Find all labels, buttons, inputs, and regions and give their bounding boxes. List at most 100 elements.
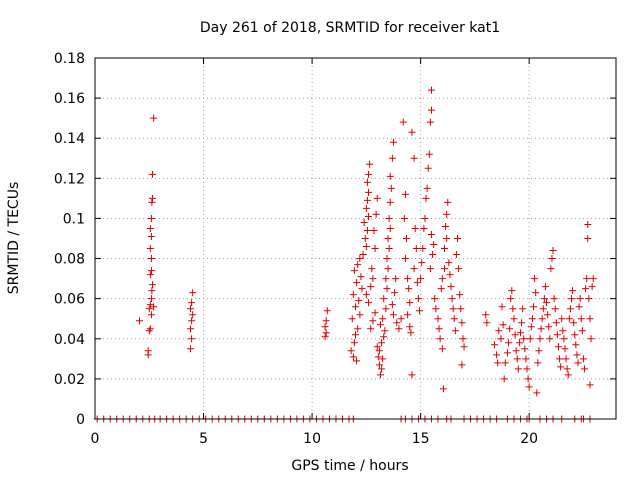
data-point <box>381 327 389 335</box>
data-point <box>460 343 468 351</box>
data-point <box>147 267 155 275</box>
data-point <box>146 245 154 253</box>
data-point <box>450 315 458 323</box>
data-point <box>188 299 196 307</box>
data-point <box>424 164 432 172</box>
data-point <box>147 232 155 240</box>
data-point <box>321 333 329 341</box>
data-point <box>435 325 443 333</box>
data-point <box>149 170 157 178</box>
data-point <box>363 178 371 186</box>
data-point <box>448 295 456 303</box>
data-point <box>386 224 394 232</box>
data-point <box>531 275 539 283</box>
data-point <box>410 154 418 162</box>
data-point <box>547 265 555 273</box>
data-point <box>525 383 533 391</box>
data-point <box>367 283 375 291</box>
data-point <box>459 335 467 343</box>
data-point <box>353 279 361 287</box>
data-point <box>420 224 428 232</box>
data-point <box>149 194 157 202</box>
data-point <box>583 275 591 283</box>
data-point <box>382 305 390 313</box>
data-point <box>483 319 491 327</box>
data-point <box>553 331 561 339</box>
data-point <box>574 359 582 367</box>
data-point <box>376 321 384 329</box>
data-point <box>393 319 401 327</box>
data-point <box>513 355 521 363</box>
data-point <box>510 315 518 323</box>
data-point <box>410 265 418 273</box>
data-point <box>455 265 463 273</box>
data-point <box>549 247 557 255</box>
data-point <box>356 255 364 263</box>
data-point <box>516 329 524 337</box>
data-point <box>554 343 562 351</box>
data-point <box>441 265 449 273</box>
data-point <box>503 349 511 357</box>
data-point <box>451 327 459 335</box>
data-point <box>406 323 414 331</box>
data-point <box>411 224 419 232</box>
data-point <box>385 214 393 222</box>
data-point <box>322 317 330 325</box>
data-point <box>376 371 384 379</box>
data-point <box>500 375 508 383</box>
data-point <box>441 245 449 253</box>
data-point <box>539 305 547 313</box>
data-point <box>391 289 399 297</box>
data-point <box>445 259 453 267</box>
data-point <box>408 128 416 136</box>
data-point <box>456 291 464 299</box>
data-point <box>136 317 144 325</box>
data-point <box>482 311 490 319</box>
data-point <box>147 311 155 319</box>
data-point <box>367 325 375 333</box>
data-point <box>569 287 577 295</box>
y-tick-label: 0.08 <box>54 252 85 268</box>
data-point <box>375 361 383 369</box>
data-point <box>362 204 370 212</box>
data-point <box>369 275 377 283</box>
data-point <box>506 325 514 333</box>
data-point <box>556 355 564 363</box>
data-point <box>418 259 426 267</box>
data-point <box>571 331 579 339</box>
x-tick-label: 10 <box>303 431 321 447</box>
data-point <box>565 315 573 323</box>
data-point <box>546 335 554 343</box>
data-point <box>412 245 420 253</box>
data-point <box>570 319 578 327</box>
data-point <box>537 325 545 333</box>
data-point <box>438 345 446 353</box>
y-axis-label: SRMTID / TECUs <box>6 182 22 295</box>
data-point <box>579 355 587 363</box>
data-point <box>323 307 331 315</box>
data-point <box>354 325 362 333</box>
data-point <box>576 295 584 303</box>
data-point <box>419 245 427 253</box>
data-point <box>392 275 400 283</box>
data-point <box>147 214 155 222</box>
data-point <box>501 359 509 367</box>
data-point <box>399 118 407 126</box>
data-point <box>543 299 551 307</box>
data-point <box>385 245 393 253</box>
data-point <box>582 285 590 293</box>
plot-frame <box>94 57 617 420</box>
data-point <box>350 267 358 275</box>
data-point <box>350 339 358 347</box>
data-point <box>567 295 575 303</box>
data-point <box>530 303 538 311</box>
data-point <box>149 281 157 289</box>
data-point <box>378 365 386 373</box>
data-point <box>383 255 391 263</box>
data-point <box>514 365 522 373</box>
data-point <box>499 321 507 329</box>
data-point <box>552 319 560 327</box>
data-point <box>511 331 519 339</box>
data-point <box>581 365 589 373</box>
data-point <box>148 287 156 295</box>
